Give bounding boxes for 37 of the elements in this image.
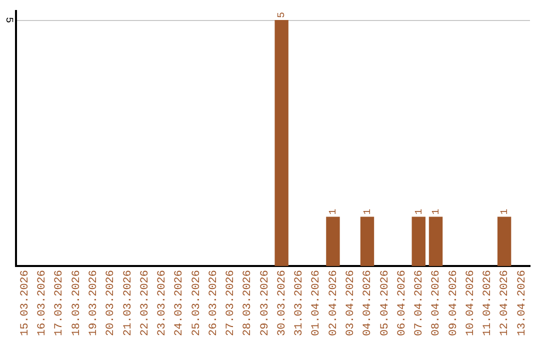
x-tick-label: 07.04.2026: [414, 270, 426, 336]
data-label: 1: [328, 208, 340, 215]
x-tick-label: 02.04.2026: [328, 270, 340, 336]
x-tick-label: 20.03.2026: [105, 270, 118, 336]
data-label: 1: [500, 208, 511, 215]
x-tick-label: 06.04.2026: [396, 270, 408, 336]
x-tick-label: 11.04.2026: [482, 270, 494, 336]
x-tick-label: 18.03.2026: [70, 270, 83, 336]
data-label: 1: [431, 208, 442, 215]
x-tick-label: 26.03.2026: [208, 270, 220, 336]
x-tick-label: 23.03.2026: [156, 270, 169, 336]
x-tick-label: 10.04.2026: [464, 270, 477, 336]
x-tick-label: 27.03.2026: [225, 270, 238, 336]
x-tick-label: 01.04.2026: [310, 270, 323, 336]
x-tick-label: 16.03.2026: [36, 270, 49, 336]
x-tick-label: 24.03.2026: [174, 270, 186, 336]
x-tick-label: 19.03.2026: [88, 270, 100, 336]
x-tick-label: 21.03.2026: [122, 270, 134, 336]
x-tick-label: 04.04.2026: [362, 270, 374, 336]
ref-line-label: 5: [2, 16, 14, 24]
x-tick-label: 25.03.2026: [190, 270, 203, 336]
data-label: 1: [362, 208, 374, 215]
x-tick-label: 15.03.2026: [19, 270, 32, 336]
x-tick-label: 12.04.2026: [499, 270, 512, 336]
x-tick-label: 31.03.2026: [294, 270, 306, 336]
x-tick-label: 17.03.2026: [54, 270, 66, 336]
data-label: 5: [277, 12, 288, 18]
x-tick-label: 09.04.2026: [448, 270, 460, 336]
x-tick-label: 13.04.2026: [516, 270, 528, 336]
x-tick-label: 08.04.2026: [430, 270, 443, 336]
x-tick-label: 22.03.2026: [139, 270, 152, 336]
x-tick-label: 03.04.2026: [345, 270, 358, 336]
x-tick-label: 30.03.2026: [276, 270, 288, 336]
data-label: 1: [414, 208, 426, 215]
x-tick-label: 28.03.2026: [242, 270, 254, 336]
x-tick-label: 05.04.2026: [379, 270, 392, 336]
x-tick-label: 29.03.2026: [259, 270, 272, 336]
